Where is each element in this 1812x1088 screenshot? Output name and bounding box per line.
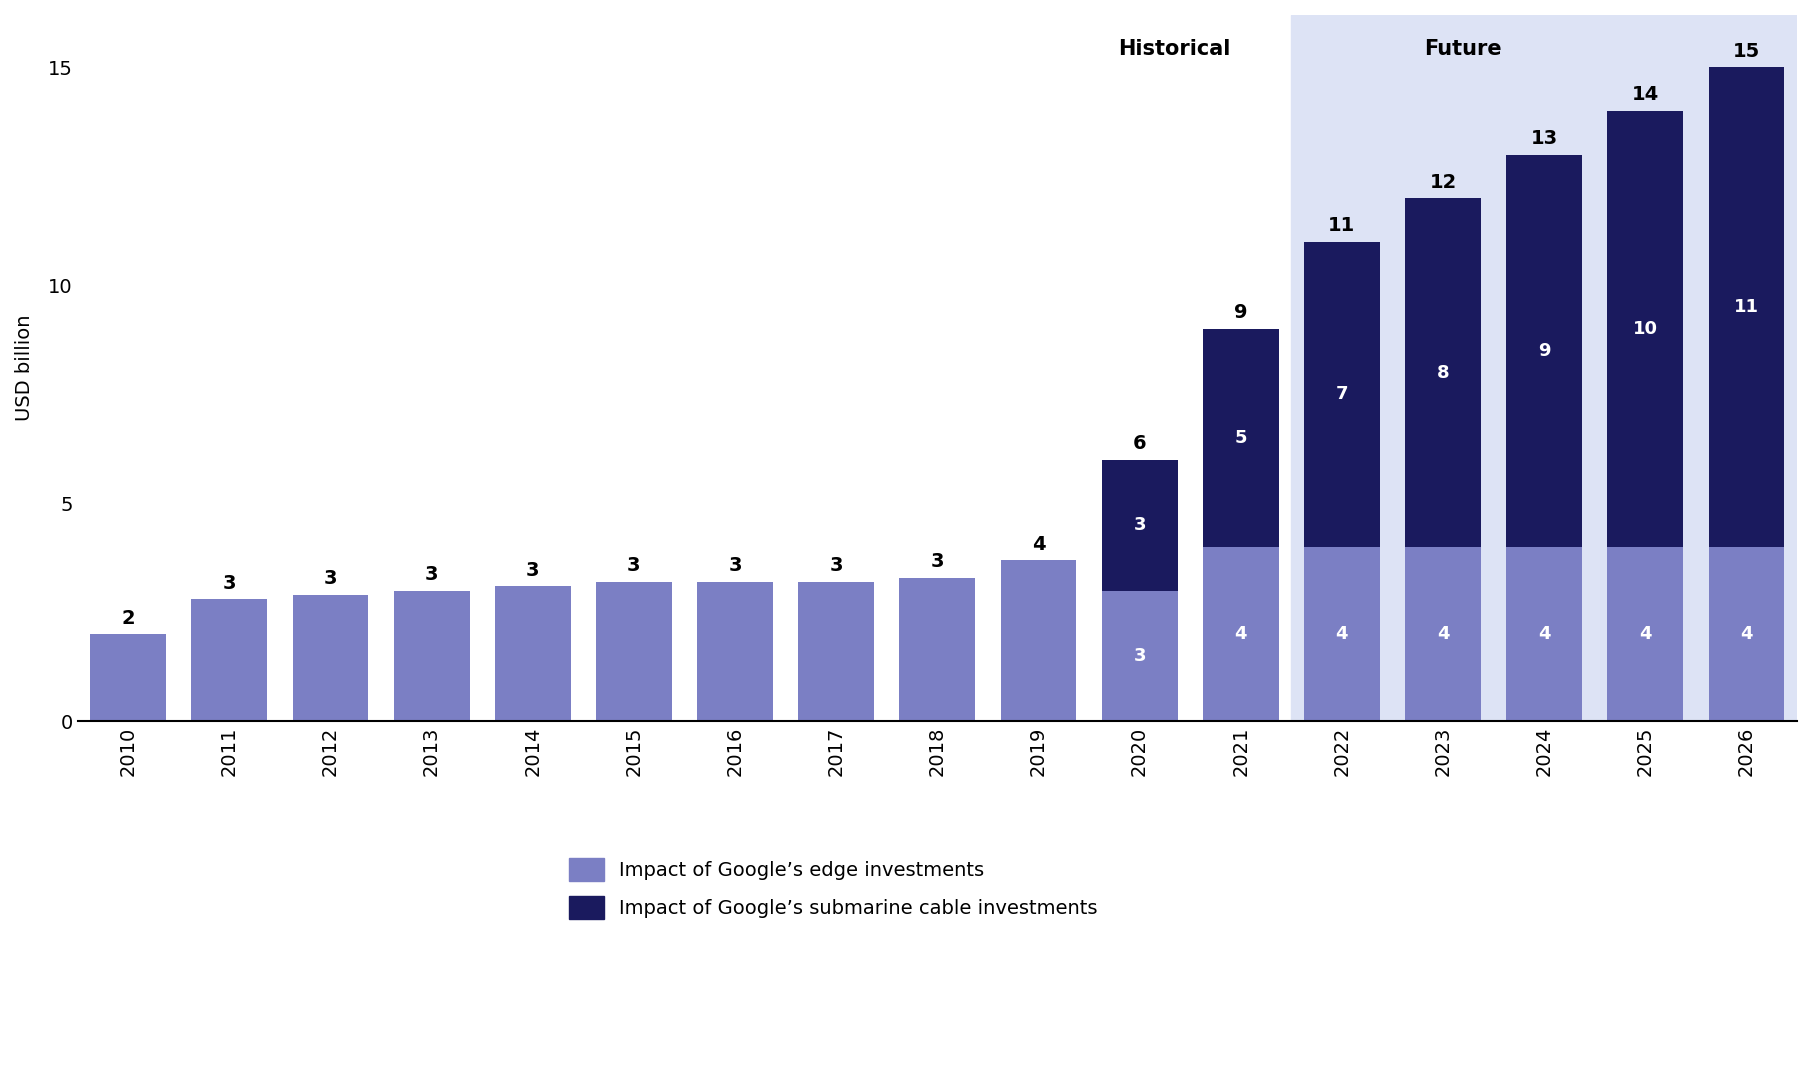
Bar [1709, 67, 1785, 547]
Text: 3: 3 [424, 565, 439, 584]
Bar [1404, 547, 1480, 721]
Text: 4: 4 [1740, 626, 1752, 643]
Text: 7: 7 [1335, 385, 1348, 404]
Text: 3: 3 [830, 556, 843, 576]
Text: Future: Future [1424, 39, 1502, 59]
Bar [1506, 154, 1582, 547]
Text: 5: 5 [1234, 429, 1247, 447]
Text: 14: 14 [1631, 85, 1660, 104]
Bar [1607, 111, 1683, 547]
Text: 4: 4 [1234, 626, 1247, 643]
Bar [698, 582, 774, 721]
Bar [1102, 591, 1178, 721]
Bar [899, 578, 975, 721]
Text: 4: 4 [1031, 534, 1046, 554]
Text: 11: 11 [1734, 298, 1759, 317]
Text: 3: 3 [223, 573, 236, 593]
Text: 3: 3 [728, 556, 741, 576]
Text: Historical: Historical [1118, 39, 1230, 59]
Bar [1305, 242, 1379, 547]
Bar [192, 599, 266, 721]
Bar [1203, 547, 1279, 721]
Text: 3: 3 [525, 560, 540, 580]
Bar [393, 591, 469, 721]
Y-axis label: USD billion: USD billion [14, 314, 34, 421]
Bar [495, 586, 571, 721]
Text: 9: 9 [1234, 304, 1247, 322]
Text: 4: 4 [1335, 626, 1348, 643]
Text: 11: 11 [1328, 217, 1355, 235]
Bar [1305, 547, 1379, 721]
Text: 10: 10 [1633, 320, 1658, 338]
Bar [799, 582, 873, 721]
Text: 2: 2 [121, 608, 136, 628]
Bar [1607, 547, 1683, 721]
Text: 8: 8 [1437, 363, 1450, 382]
Text: 3: 3 [324, 569, 337, 589]
Bar [1709, 547, 1785, 721]
Legend: Impact of Google’s edge investments, Impact of Google’s submarine cable investme: Impact of Google’s edge investments, Imp… [569, 858, 1098, 918]
Text: 3: 3 [931, 552, 944, 571]
Text: 6: 6 [1132, 434, 1147, 454]
Bar [292, 595, 368, 721]
Text: 4: 4 [1538, 626, 1551, 643]
Text: 9: 9 [1538, 342, 1551, 360]
Text: 15: 15 [1732, 41, 1759, 61]
Text: 3: 3 [1132, 647, 1145, 665]
Bar [1506, 547, 1582, 721]
Bar [91, 634, 167, 721]
Bar [1102, 460, 1178, 591]
Bar [1000, 560, 1076, 721]
Text: 3: 3 [1132, 516, 1145, 534]
Text: 3: 3 [627, 556, 641, 576]
Text: 13: 13 [1531, 129, 1558, 148]
Text: 4: 4 [1640, 626, 1651, 643]
Bar [1292, 15, 1798, 721]
Text: 4: 4 [1437, 626, 1450, 643]
Bar [1404, 198, 1480, 547]
Bar [596, 582, 672, 721]
Bar [1203, 329, 1279, 547]
Text: 12: 12 [1430, 173, 1457, 191]
